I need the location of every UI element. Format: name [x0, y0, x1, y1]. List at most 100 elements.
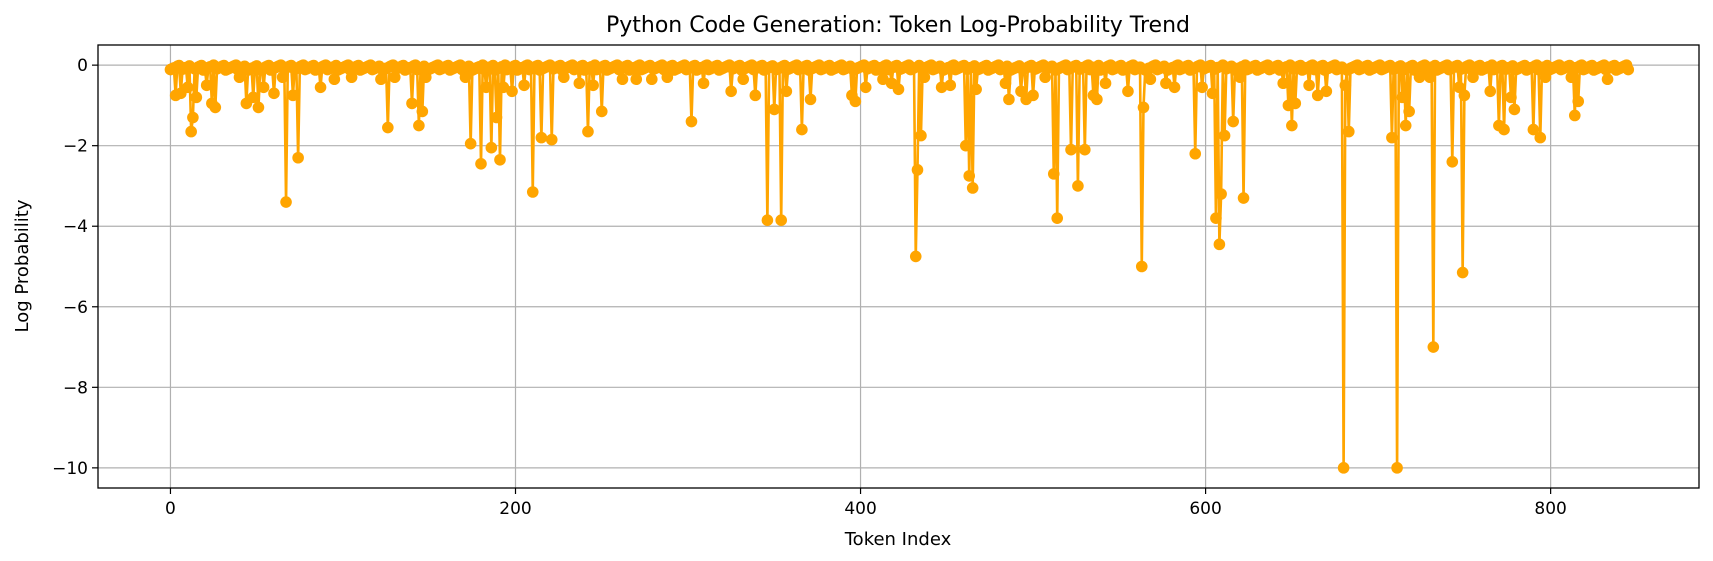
data-point [595, 105, 608, 118]
data-point [1277, 77, 1290, 90]
data-point [535, 131, 548, 144]
data-point [1391, 462, 1403, 474]
x-axis-label: Token Index [844, 529, 952, 550]
data-point [247, 91, 260, 104]
data-point [877, 73, 889, 86]
data-point [1337, 462, 1350, 474]
data-point [459, 71, 472, 84]
data-point [1144, 73, 1157, 86]
data-point [1227, 115, 1239, 128]
data-point [944, 79, 957, 92]
y-tick-label: −6 [63, 298, 88, 318]
data-point [190, 91, 203, 104]
data-point [280, 196, 292, 208]
data-point [1505, 91, 1517, 104]
data-point [582, 125, 594, 138]
y-tick-label: −4 [63, 217, 88, 237]
data-point [915, 129, 927, 142]
data-point [1568, 109, 1581, 122]
data-point [1601, 73, 1614, 86]
data-point [616, 73, 629, 86]
data-point [1027, 89, 1039, 102]
data-point [558, 71, 570, 84]
x-tick-label: 0 [165, 499, 176, 519]
data-point [859, 81, 872, 94]
data-point [345, 71, 358, 84]
data-point [1003, 93, 1015, 106]
data-point [1527, 123, 1540, 136]
data-point [804, 93, 817, 106]
data-point [775, 214, 787, 226]
data-point [725, 85, 737, 98]
data-point [1051, 212, 1064, 224]
data-point [685, 115, 698, 128]
x-tick-label: 800 [1534, 499, 1566, 519]
data-point [406, 97, 418, 110]
data-point [526, 186, 539, 198]
data-point [1311, 89, 1324, 102]
data-point [1456, 266, 1469, 279]
series-log-probability [164, 59, 1635, 474]
data-point [1215, 188, 1227, 200]
data-point [314, 81, 327, 94]
data-point [209, 101, 222, 114]
data-point [1213, 238, 1226, 251]
data-point [970, 83, 982, 96]
data-point [761, 214, 774, 226]
data-point [780, 85, 793, 98]
data-point [416, 105, 429, 118]
data-point [1303, 79, 1315, 92]
data-point [1072, 180, 1084, 192]
data-point [1206, 87, 1219, 100]
data-point [909, 250, 922, 263]
data-point [292, 151, 304, 164]
data-point [185, 125, 197, 138]
data-point [918, 71, 931, 84]
data-point [506, 85, 518, 98]
data-point [480, 81, 492, 94]
data-point [959, 139, 972, 152]
data-point [630, 73, 643, 86]
data-point [1399, 119, 1412, 132]
data-point [1320, 85, 1333, 98]
data-point [1342, 125, 1355, 138]
data-point [1135, 260, 1148, 273]
data-point [375, 73, 387, 86]
data-point [1189, 147, 1202, 160]
x-tick-label: 200 [499, 499, 531, 519]
data-point [1234, 71, 1246, 84]
data-point [181, 81, 194, 94]
data-point [497, 81, 510, 94]
data-point [1467, 71, 1479, 84]
plot-frame [97, 44, 1700, 489]
data-point [494, 153, 506, 166]
data-point [1289, 97, 1302, 110]
data-point [1427, 341, 1440, 353]
data-point [1210, 212, 1222, 224]
data-point [963, 170, 976, 182]
data-point [1099, 77, 1112, 90]
data-point [187, 111, 199, 124]
y-tick-label: −10 [52, 459, 88, 479]
data-point [1424, 71, 1436, 84]
data-point [1137, 101, 1150, 114]
data-point [485, 141, 498, 154]
data-point [796, 123, 808, 136]
data-point [475, 158, 487, 170]
data-point [1339, 79, 1352, 92]
data-point [518, 79, 530, 92]
x-tick-label: 400 [844, 499, 876, 519]
data-point [490, 111, 503, 124]
data-point [587, 79, 599, 92]
data-point [661, 71, 674, 84]
data-point [1572, 95, 1585, 108]
data-point [1403, 105, 1415, 118]
data-point [1047, 168, 1060, 180]
data-point [257, 81, 270, 94]
data-point [697, 77, 710, 90]
data-point [1386, 131, 1398, 144]
data-point [749, 89, 762, 102]
data-point [1534, 131, 1547, 144]
y-tick-label: 0 [77, 56, 88, 76]
